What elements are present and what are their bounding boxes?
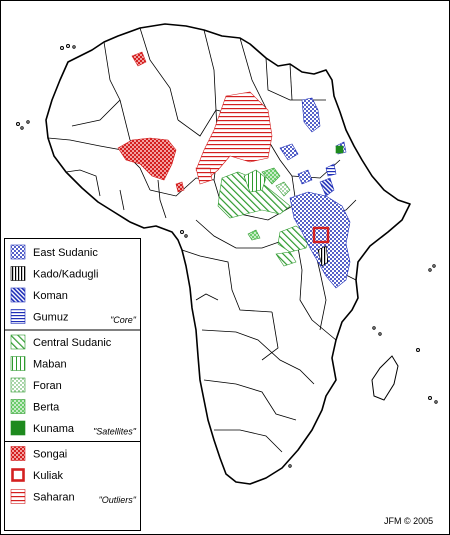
legend-items: East Sudanic Kado/Kadugli Koman Gumuz "Core"… xyxy=(4,244,141,505)
legend-label: Saharan xyxy=(33,492,75,504)
region-saharan-2 xyxy=(195,167,213,185)
legend-label: Gumuz xyxy=(33,312,68,324)
region-songai-north xyxy=(131,51,147,67)
legend-label: Central Sudanic xyxy=(33,337,112,349)
region-maban xyxy=(243,169,267,193)
legend-label: Kado/Kadugli xyxy=(33,269,98,281)
legend-swatch-dots-blue xyxy=(10,244,26,260)
region-songai-small xyxy=(175,181,185,193)
islands xyxy=(16,44,438,468)
region-saharan xyxy=(195,91,273,181)
legend-swatch-checker-red xyxy=(10,446,26,461)
legend-label: Kunama xyxy=(33,423,75,435)
legend-box xyxy=(4,238,141,531)
legend-swatch-box-red xyxy=(11,468,25,482)
legend-label: Koman xyxy=(33,290,68,302)
region-kuliak xyxy=(312,226,330,244)
legend-swatch-checker-green xyxy=(10,399,26,414)
legend: East Sudanic Kado/Kadugli Koman Gumuz "Core"… xyxy=(4,238,141,531)
language-regions xyxy=(117,51,351,289)
africa-outline xyxy=(45,23,411,485)
region-east-sudanic-north xyxy=(301,97,321,133)
legend-label: East Sudanic xyxy=(33,247,98,259)
region-berta-2 xyxy=(247,229,261,241)
legend-swatch-diag-green xyxy=(10,334,26,350)
region-koman xyxy=(319,177,335,197)
legend-swatch-dots-green xyxy=(10,377,26,393)
region-kunama xyxy=(335,145,344,154)
legend-label: Berta xyxy=(33,402,60,414)
legend-label: Kuliak xyxy=(33,470,63,482)
region-east-sudanic-3 xyxy=(297,169,313,185)
legend-label: Maban xyxy=(33,359,67,371)
legend-label: Foran xyxy=(33,380,62,392)
madagascar-island xyxy=(371,355,399,401)
legend-group-note: "Outliers" xyxy=(99,495,137,505)
legend-swatch-hlines-red xyxy=(10,489,26,504)
region-east-sudanic-2 xyxy=(279,143,299,161)
legend-group-note: "Satellites" xyxy=(93,427,137,437)
region-berta xyxy=(261,167,281,185)
legend-label: Songai xyxy=(33,449,67,461)
legend-swatch-solid-green xyxy=(10,420,26,436)
region-gumuz xyxy=(325,163,337,177)
legend-swatch-diag-blue-dense xyxy=(10,287,26,303)
region-songai xyxy=(117,137,177,181)
credit-text: JFM © 2005 xyxy=(384,516,433,526)
region-central-sudanic-3 xyxy=(275,251,297,267)
legend-swatch-vlines-black xyxy=(10,266,26,281)
legend-swatch-hlines-blue xyxy=(10,309,26,324)
region-kado xyxy=(317,245,329,267)
legend-swatch-vlines-green xyxy=(10,356,26,371)
region-east-sudanic xyxy=(289,191,351,289)
region-foran xyxy=(275,181,291,197)
legend-group-note: "Core" xyxy=(110,315,137,325)
